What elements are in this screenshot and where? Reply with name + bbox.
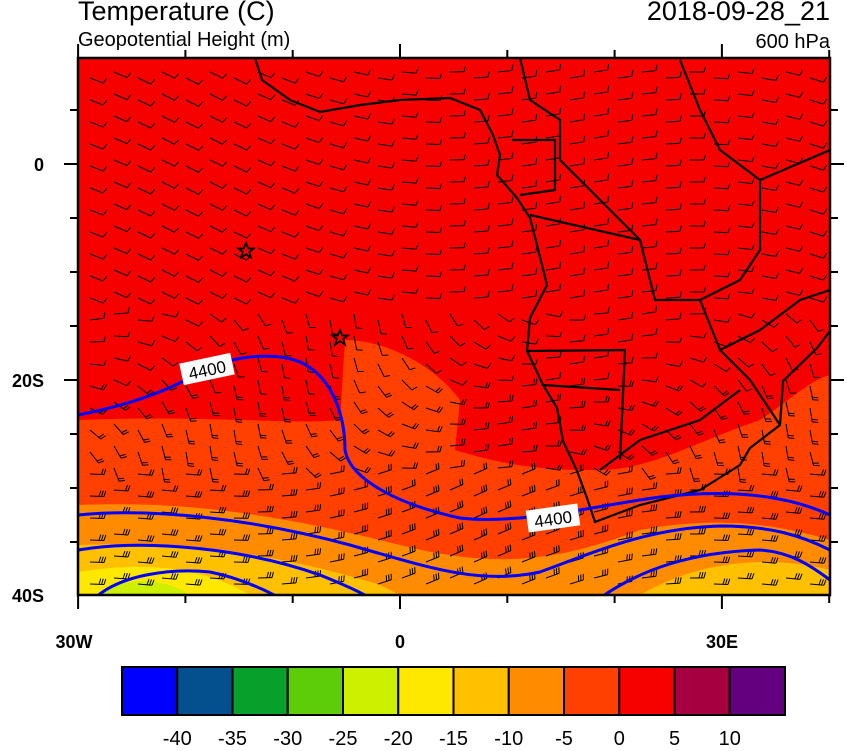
colorbar-label: -15 — [439, 728, 468, 751]
colorbar-swatch — [564, 667, 619, 715]
colorbar-swatch — [675, 667, 730, 715]
colorbar-label: -10 — [494, 728, 523, 751]
colorbar-label: 0 — [614, 728, 625, 751]
colorbar-swatch — [730, 667, 785, 715]
colorbar-swatch — [509, 667, 564, 715]
x-tick-label: 30W — [55, 632, 92, 652]
x-tick-label: 30E — [706, 632, 738, 652]
colorbar-label: 5 — [669, 728, 680, 751]
y-tick-label: 40S — [12, 586, 44, 606]
colorbar-label: -25 — [329, 728, 358, 751]
colorbar-swatch — [233, 667, 288, 715]
colorbar-label: -35 — [218, 728, 247, 751]
y-tick-label: 0 — [34, 155, 44, 175]
colorbar-label: -5 — [555, 728, 573, 751]
colorbar-label: -20 — [384, 728, 413, 751]
y-tick-label: 20S — [12, 371, 44, 391]
colorbar-swatch — [398, 667, 453, 715]
colorbar-swatch — [122, 667, 177, 715]
colorbar-swatch — [343, 667, 398, 715]
colorbar-label: 10 — [719, 728, 741, 751]
colorbar-label: -30 — [273, 728, 302, 751]
x-tick-label: 0 — [395, 632, 405, 652]
colorbar-swatch — [454, 667, 509, 715]
colorbar-swatch — [619, 667, 674, 715]
colorbar-swatch — [288, 667, 343, 715]
colorbar — [122, 667, 785, 715]
colorbar-swatch — [177, 667, 232, 715]
colorbar-label: -40 — [163, 728, 192, 751]
